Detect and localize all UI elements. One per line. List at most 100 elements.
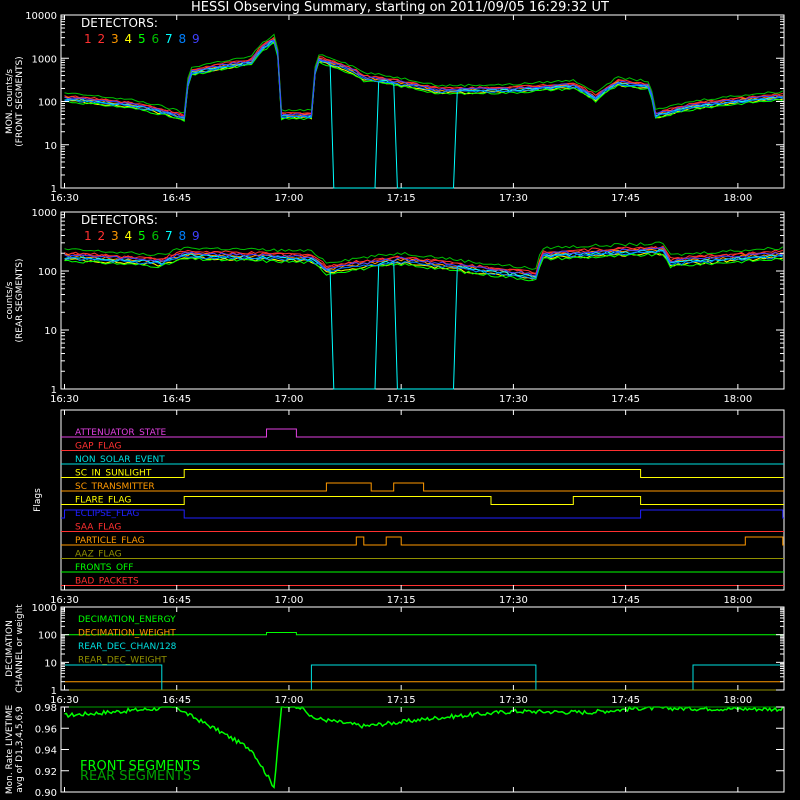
- flag-line-eclipse_flag: [61, 509, 784, 519]
- flags-xtick-label: 16:30: [50, 595, 79, 606]
- front-detectors-heading: DETECTORS:: [81, 16, 158, 30]
- rear-detectors-heading: DETECTORS:: [81, 213, 158, 227]
- flag-label: ATTENUATOR_STATE: [75, 428, 167, 438]
- flag-line-sc_transmitter: [61, 482, 784, 492]
- front-detector-number: 2: [98, 32, 106, 46]
- livetime-ylabel: Mon. Rate LIVETIME: [5, 705, 15, 795]
- flags-xtick-label: 17:00: [275, 595, 304, 606]
- rear-xtick-label: 17:00: [275, 394, 304, 405]
- front-detector-3-line: [64, 38, 783, 119]
- front-xtick-label: 17:00: [275, 193, 304, 204]
- rear-xtick-label: 16:30: [50, 394, 79, 405]
- front-ytick-label: 10000: [25, 11, 57, 22]
- flags-xtick-label: 18:00: [723, 595, 752, 606]
- front-detector-6-line: [64, 33, 784, 114]
- rear-xtick-label: 17:45: [611, 394, 640, 405]
- decimation-line-rear-dec-chan-128: [64, 664, 783, 691]
- flag-line-particle_flag: [61, 536, 784, 546]
- rear-detector-number: 1: [84, 229, 92, 243]
- decimation-legend-label: REAR_DEC_CHAN/128: [78, 642, 177, 652]
- front-detector-number: 7: [165, 32, 173, 46]
- decimation-ytick-label: 100: [38, 631, 57, 642]
- rear-detector-2-line: [64, 245, 783, 275]
- front-detector-number: 9: [192, 32, 200, 46]
- rear-detector-5-line: [64, 252, 784, 282]
- livetime-ytick-label: 0.94: [35, 746, 57, 757]
- front-detector-9-line: [64, 39, 783, 118]
- rear-detector-number: 2: [98, 229, 106, 243]
- rear-detector-number: 6: [152, 229, 160, 243]
- front-xtick-label: 17:15: [387, 193, 416, 204]
- livetime-ytick-label: 0.96: [35, 724, 57, 735]
- front-detector-number: 3: [111, 32, 119, 46]
- front-ytick-label: 1000: [32, 54, 57, 65]
- front-ytick-label: 100: [38, 98, 57, 109]
- flags-xtick-label: 17:30: [499, 595, 528, 606]
- flag-label: PARTICLE_FLAG: [75, 536, 145, 546]
- flag-label: FLARE_FLAG: [75, 496, 131, 506]
- rear-detector-8-line: [64, 250, 783, 279]
- rear-ylabel: counts/s: [5, 281, 15, 319]
- flag-label: SC_TRANSMITTER: [75, 482, 155, 492]
- front-detector-8-line: [64, 39, 783, 120]
- flag-line-attenuator_state: [61, 428, 784, 438]
- rear-detector-4-line: [64, 251, 783, 280]
- front-ytick-label: 1: [51, 184, 57, 195]
- rear-detector-9-line: [64, 246, 783, 276]
- decimation-ylabel: CHANNEL or weight: [15, 604, 25, 693]
- decimation-xtick-label: 17:30: [499, 695, 528, 706]
- rear-detector-6-line: [64, 241, 784, 270]
- front-detector-5-line: [64, 42, 783, 122]
- rear-ytick-label: 1: [51, 385, 57, 396]
- rear-detector-number: 8: [179, 229, 187, 243]
- rear-xtick-label: 17:15: [387, 394, 416, 405]
- front-detector-number: 8: [179, 32, 187, 46]
- front-xtick-label: 17:45: [611, 193, 640, 204]
- flag-line-sc_in_sunlight: [61, 469, 784, 478]
- front-xtick-label: 16:45: [162, 193, 191, 204]
- flags-frame: [60, 409, 785, 591]
- flags-xtick-label: 17:45: [611, 595, 640, 606]
- rear-xtick-label: 16:45: [162, 394, 191, 405]
- flag-label: SC_IN_SUNLIGHT: [75, 469, 152, 479]
- front-detector-number: 6: [152, 32, 160, 46]
- rear-detector-number: 9: [192, 229, 200, 243]
- livetime-ytick-label: 0.90: [35, 788, 57, 799]
- flag-line-flare_flag: [61, 496, 784, 505]
- flag-label: FRONTS_OFF: [75, 563, 133, 573]
- rear-detector-number: 4: [125, 229, 133, 243]
- front-ylabel: MON. counts/s: [5, 69, 15, 134]
- livetime-ytick-label: 0.98: [35, 703, 57, 714]
- rear-detector-number: 5: [138, 229, 146, 243]
- rear-detector-number: 7: [165, 229, 173, 243]
- rear-ytick-label: 10: [44, 326, 57, 337]
- livetime-ylabel: avg of D1,3,4,5,6,9: [15, 706, 25, 793]
- decimation-xtick-label: 17:00: [275, 695, 304, 706]
- front-xtick-label: 16:30: [50, 193, 79, 204]
- front-detector-number: 1: [84, 32, 92, 46]
- flag-label: SAA_FLAG: [75, 523, 121, 533]
- livetime-legend-label: REAR SEGMENTS: [80, 769, 191, 784]
- rear-xtick-label: 17:30: [499, 394, 528, 405]
- front-detector-number: 5: [138, 32, 146, 46]
- decimation-line-decimation-energy: [64, 632, 783, 636]
- decimation-ytick-label: 10: [44, 658, 57, 669]
- front-ytick-label: 10: [44, 141, 57, 152]
- flag-label: AAZ_FLAG: [75, 550, 122, 560]
- livetime-line-front-segments: [64, 705, 784, 789]
- decimation-ytick-label: 1000: [32, 603, 57, 614]
- decimation-ytick-label: 1: [51, 686, 57, 697]
- livetime-ytick-label: 0.92: [35, 767, 57, 778]
- decimation-xtick-label: 18:00: [723, 695, 752, 706]
- front-ylabel: (FRONT SEGMENTS): [15, 56, 25, 146]
- rear-ytick-label: 100: [38, 267, 57, 278]
- decimation-xtick-label: 16:30: [50, 695, 79, 706]
- decimation-legend-label: DECIMATION_ENERGY: [78, 615, 176, 625]
- flag-label: BAD_PACKETS: [75, 577, 139, 587]
- decimation-xtick-label: 17:15: [387, 695, 416, 706]
- rear-detector-7-line: [64, 249, 783, 390]
- rear-ytick-label: 1000: [32, 208, 57, 219]
- decimation-ylabel: DECIMATION: [5, 620, 15, 677]
- front-xtick-label: 17:30: [499, 193, 528, 204]
